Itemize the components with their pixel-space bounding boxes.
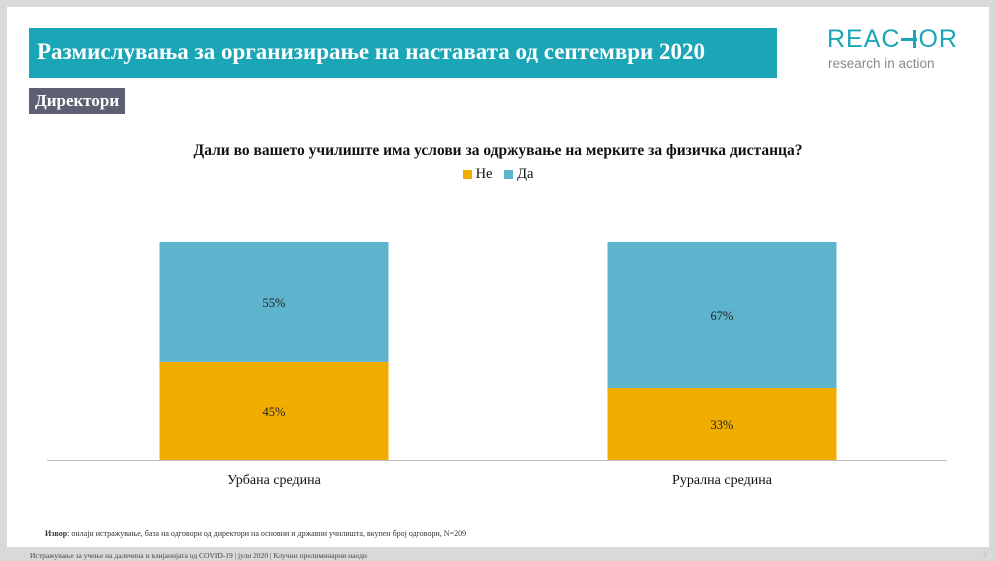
data-label-da-0: 55% xyxy=(263,296,286,310)
source-text: : онлајн истражување, база на одговори о… xyxy=(67,529,467,538)
legend-swatch-ne xyxy=(462,170,472,179)
page-number: 7 xyxy=(983,551,987,560)
logo-wordmark-end: OR xyxy=(918,25,958,53)
slide-title: Размислувања за организирање на настават… xyxy=(37,39,706,64)
bar-ne-1 xyxy=(607,388,837,460)
slide: Размислувања за организирање на настават… xyxy=(7,7,989,547)
data-label-da-1: 67% xyxy=(711,309,734,323)
source-note: Извор: онлајн истражување, база на одгов… xyxy=(45,529,466,538)
bar-ne-0 xyxy=(159,361,389,460)
logo-wordmark: REAC OR xyxy=(827,25,958,54)
legend-label-da: Да xyxy=(517,166,534,182)
chart-legend: Не Да xyxy=(7,166,989,184)
footer-text: Истражување за учење на далечина и влија… xyxy=(30,551,367,560)
logo-t-glyph xyxy=(900,29,918,49)
title-bar: Размислувања за организирање на настават… xyxy=(29,28,777,78)
legend-item-ne: Не xyxy=(462,166,493,183)
bar-da-0 xyxy=(159,242,389,362)
bar-da-1 xyxy=(607,242,837,389)
logo-wordmark-start: REAC xyxy=(827,25,901,53)
category-label-1: Рурална средина xyxy=(672,473,773,488)
stacked-bar-chart: 45% 55% Урбана средина 33% 67% Рурална средин… xyxy=(47,242,947,488)
data-label-ne-0: 45% xyxy=(263,405,286,419)
legend-item-da: Да xyxy=(504,166,533,183)
source-label: Извор xyxy=(45,529,68,538)
logo-tagline: research in action xyxy=(828,56,935,71)
legend-swatch-da xyxy=(504,170,514,179)
legend-label-ne: Не xyxy=(475,166,493,182)
chart-title: Дали во вашето училиште има услови за од… xyxy=(193,142,803,159)
section-tag: Директори xyxy=(29,88,126,114)
reactor-logo: REAC OR research in action xyxy=(827,25,967,77)
category-label-0: Урбана средина xyxy=(227,473,322,488)
data-label-ne-1: 33% xyxy=(711,418,734,432)
